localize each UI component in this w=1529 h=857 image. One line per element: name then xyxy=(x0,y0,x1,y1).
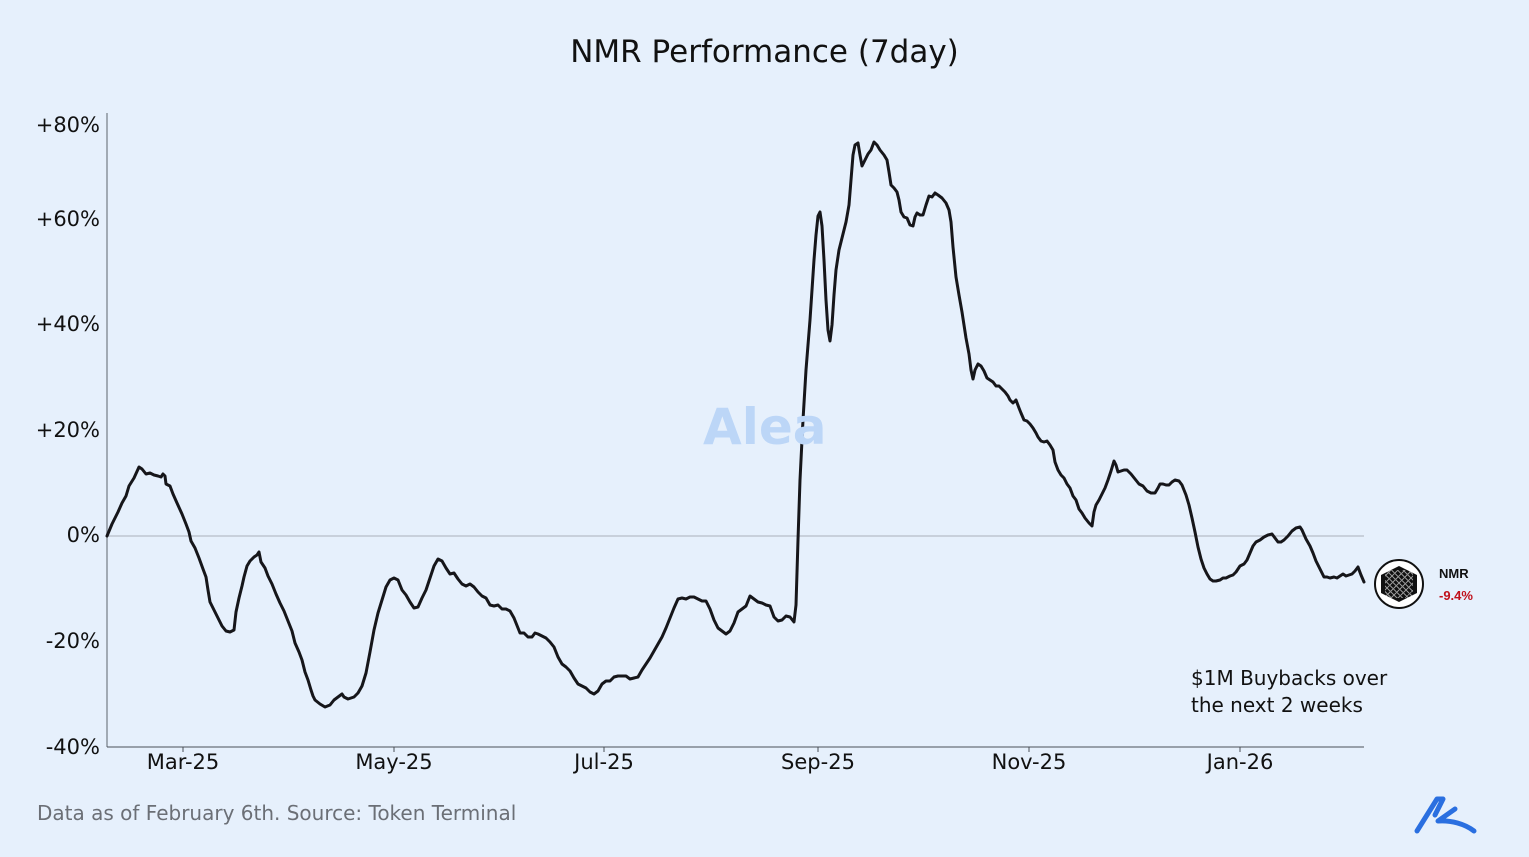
y-tick-label: +80% xyxy=(35,113,100,137)
nmr-performance-line xyxy=(105,140,1366,709)
y-tick-label: +60% xyxy=(35,207,100,231)
token-name-label: NMR xyxy=(1439,566,1469,581)
x-tick-label: Nov-25 xyxy=(991,750,1067,774)
y-tick-label: 0% xyxy=(66,523,100,547)
x-tick-marks xyxy=(182,747,1241,752)
y-tick-label: -40% xyxy=(45,735,100,759)
x-tick-label: Sep-25 xyxy=(781,750,855,774)
annotation-line-2: the next 2 weeks xyxy=(1191,693,1363,717)
x-tick-label: Jan-26 xyxy=(1206,750,1274,774)
y-tick-label: +20% xyxy=(35,418,100,442)
alea-watermark: Alea xyxy=(703,398,827,456)
x-tick-label: Mar-25 xyxy=(146,750,220,774)
x-tick-label: May-25 xyxy=(355,750,433,774)
annotation-line-1: $1M Buybacks over xyxy=(1191,666,1388,690)
buyback-annotation: $1M Buybacks over the next 2 weeks xyxy=(1191,665,1387,719)
y-tick-label: +40% xyxy=(35,312,100,336)
chart-title: NMR Performance (7day) xyxy=(570,34,959,70)
x-tick-label: Jul-25 xyxy=(574,750,634,774)
y-tick-label: -20% xyxy=(45,629,100,653)
source-footnote: Data as of February 6th. Source: Token T… xyxy=(37,801,517,825)
token-change-label: -9.4% xyxy=(1439,588,1473,603)
alea-logo-icon xyxy=(1414,796,1477,834)
nmr-token-icon xyxy=(1374,559,1424,609)
